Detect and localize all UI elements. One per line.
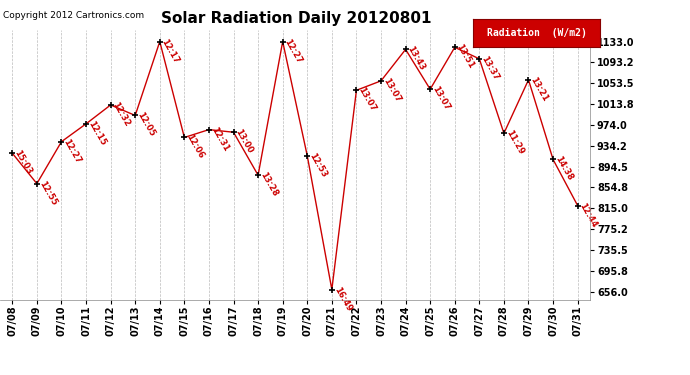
Text: 13:07: 13:07 bbox=[357, 86, 377, 113]
Text: 13:37: 13:37 bbox=[480, 54, 500, 82]
Text: 14:38: 14:38 bbox=[553, 155, 574, 183]
Text: 13:07: 13:07 bbox=[430, 85, 451, 112]
Text: 12:06: 12:06 bbox=[184, 133, 206, 160]
Text: 13:00: 13:00 bbox=[233, 128, 255, 155]
Text: 12:44: 12:44 bbox=[578, 201, 599, 229]
Text: 12:31: 12:31 bbox=[209, 125, 230, 153]
Text: 12:27: 12:27 bbox=[283, 37, 304, 65]
Text: 12:27: 12:27 bbox=[61, 137, 83, 165]
Text: 13:21: 13:21 bbox=[529, 75, 550, 103]
Text: 12:05: 12:05 bbox=[135, 111, 157, 139]
Text: 13:43: 13:43 bbox=[406, 45, 426, 72]
Text: 13:28: 13:28 bbox=[258, 171, 279, 198]
Text: 12:32: 12:32 bbox=[110, 100, 132, 128]
Text: 12:17: 12:17 bbox=[160, 37, 181, 65]
Text: 16:49: 16:49 bbox=[332, 285, 353, 313]
Text: 13:51: 13:51 bbox=[455, 43, 476, 70]
Text: Copyright 2012 Cartronics.com: Copyright 2012 Cartronics.com bbox=[3, 11, 145, 20]
Text: 13:07: 13:07 bbox=[381, 76, 402, 104]
Text: 12:15: 12:15 bbox=[86, 119, 107, 147]
Text: 11:29: 11:29 bbox=[504, 129, 525, 156]
Text: Radiation  (W/m2): Radiation (W/m2) bbox=[486, 28, 586, 38]
Text: Solar Radiation Daily 20120801: Solar Radiation Daily 20120801 bbox=[161, 11, 432, 26]
Text: 12:53: 12:53 bbox=[307, 152, 328, 179]
Text: 12:55: 12:55 bbox=[37, 179, 58, 207]
Text: 15:03: 15:03 bbox=[12, 149, 33, 176]
